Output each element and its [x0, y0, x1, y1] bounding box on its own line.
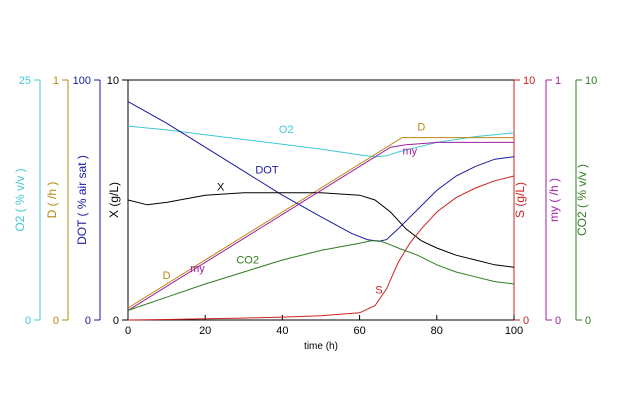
x-tick-label: 20 [199, 325, 211, 337]
co2-axis-title: CO2 ( % v/v ) [575, 164, 589, 236]
series-my-label: my [402, 145, 417, 157]
series-x-label: X [217, 181, 225, 193]
series-o2-label: O2 [279, 124, 294, 136]
dot-axis-title: DOT ( % air sat ) [75, 155, 89, 245]
dot-tick-label: 100 [73, 75, 91, 87]
x-tick-label: 60 [353, 325, 365, 337]
co2-tick-label: 10 [585, 75, 597, 87]
dot-tick-label: 0 [85, 315, 91, 327]
s-axis-title: S (g/L) [513, 182, 527, 218]
series-d-label: D [417, 121, 425, 133]
series-dot-line [127, 101, 515, 242]
series-d-label: D [163, 270, 171, 282]
my-tick-label: 1 [555, 75, 561, 87]
x-tick-label: 0 [125, 325, 131, 337]
series-co2-line [127, 240, 515, 311]
labels-layer: O2 D DOT X Smy CO2 Dmy [163, 121, 426, 296]
my-axis-title: my ( /h ) [547, 178, 561, 222]
series-d-line [127, 137, 514, 309]
d-axis-title: D ( /h ) [45, 182, 59, 219]
series-my-label: my [190, 263, 205, 275]
series-dot-label: DOT [255, 165, 279, 177]
x-tick-label: 0 [113, 315, 119, 327]
d-tick-label: 0 [53, 315, 59, 327]
series-s-label: S [375, 285, 382, 297]
series-x-line [127, 192, 515, 268]
s-tick-label: 10 [523, 75, 535, 87]
o2-tick-label: 0 [25, 315, 31, 327]
x-tick-label: 80 [431, 325, 443, 337]
my-tick-label: 0 [555, 315, 561, 327]
series-co2-label: CO2 [236, 255, 259, 267]
series-layer [127, 101, 515, 321]
series-s-line [127, 175, 515, 321]
o2-tick-label: 25 [19, 75, 31, 87]
x-tick-label: 100 [505, 325, 523, 337]
series-o2-line [127, 125, 515, 158]
s-tick-label: 0 [523, 315, 529, 327]
x-tick-label: 40 [276, 325, 288, 337]
co2-tick-label: 0 [585, 315, 591, 327]
series-my-line [127, 141, 514, 311]
o2-axis-title: O2 ( % v/v ) [13, 168, 27, 231]
x-tick-label: 10 [107, 75, 119, 87]
x-axis-title: X (g/L) [107, 182, 121, 218]
d-tick-label: 1 [53, 75, 59, 87]
x-axis-title: time (h) [304, 341, 338, 352]
